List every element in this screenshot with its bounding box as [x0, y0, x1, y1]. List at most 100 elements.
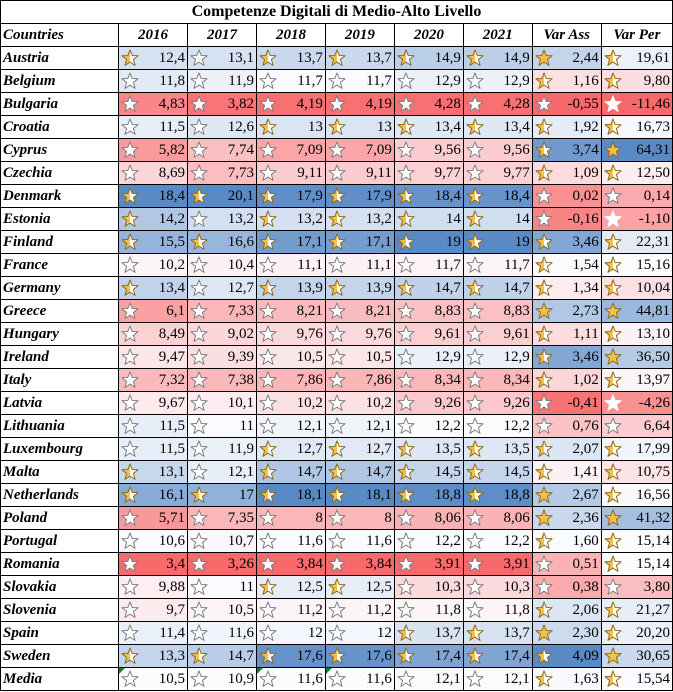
value-cell[interactable]: 8,06: [393, 506, 464, 530]
value-cell[interactable]: 3,84: [255, 552, 326, 576]
value-cell[interactable]: 7,38: [187, 368, 257, 392]
value-cell[interactable]: 11,4: [118, 621, 189, 645]
value-cell[interactable]: 11: [187, 575, 257, 599]
value-cell[interactable]: 9,7: [118, 598, 189, 622]
value-cell[interactable]: 12,2: [393, 529, 464, 553]
value-cell[interactable]: 1,60: [531, 529, 602, 553]
value-cell[interactable]: 8,06: [462, 506, 533, 530]
value-cell[interactable]: 4,19: [255, 92, 326, 116]
value-cell[interactable]: 9,11: [255, 161, 326, 185]
value-cell[interactable]: 10,4: [187, 253, 257, 277]
value-cell[interactable]: 20,1: [187, 184, 257, 208]
value-cell[interactable]: 19,61: [600, 46, 673, 70]
value-cell[interactable]: 4,83: [118, 92, 189, 116]
value-cell[interactable]: 20,20: [600, 621, 673, 645]
value-cell[interactable]: 13: [324, 115, 395, 139]
country-cell[interactable]: Poland: [0, 506, 120, 530]
value-cell[interactable]: 21,27: [600, 598, 673, 622]
value-cell[interactable]: 44,81: [600, 299, 673, 323]
value-cell[interactable]: 13,4: [118, 276, 189, 300]
country-cell[interactable]: Germany: [0, 276, 120, 300]
value-cell[interactable]: 14,7: [324, 460, 395, 484]
value-cell[interactable]: 41,32: [600, 506, 673, 530]
value-cell[interactable]: 12,7: [187, 276, 257, 300]
value-cell[interactable]: 2,73: [531, 299, 602, 323]
value-cell[interactable]: 3,84: [324, 552, 395, 576]
value-cell[interactable]: 6,64: [600, 414, 673, 438]
value-cell[interactable]: 11,6: [255, 529, 326, 553]
value-cell[interactable]: 10,2: [118, 253, 189, 277]
value-cell[interactable]: 15,14: [600, 552, 673, 576]
country-cell[interactable]: Media: [0, 667, 120, 691]
value-cell[interactable]: 12,5: [324, 575, 395, 599]
value-cell[interactable]: -0,41: [531, 391, 602, 415]
value-cell[interactable]: 13,1: [118, 460, 189, 484]
value-cell[interactable]: 14,2: [118, 207, 189, 231]
value-cell[interactable]: 11,2: [324, 598, 395, 622]
value-cell[interactable]: 18,4: [393, 184, 464, 208]
value-cell[interactable]: 13,10: [600, 322, 673, 346]
country-cell[interactable]: Italy: [0, 368, 120, 392]
value-cell[interactable]: 9,67: [118, 391, 189, 415]
value-cell[interactable]: 16,1: [118, 483, 189, 507]
value-cell[interactable]: 12,9: [393, 69, 464, 93]
value-cell[interactable]: 14,7: [393, 276, 464, 300]
country-cell[interactable]: Spain: [0, 621, 120, 645]
value-cell[interactable]: 2,67: [531, 483, 602, 507]
value-cell[interactable]: 14,7: [187, 644, 257, 668]
value-cell[interactable]: 18,8: [462, 483, 533, 507]
value-cell[interactable]: 3,91: [462, 552, 533, 576]
value-cell[interactable]: 9,61: [393, 322, 464, 346]
value-cell[interactable]: 3,46: [531, 230, 602, 254]
value-cell[interactable]: 10,9: [187, 667, 257, 691]
country-cell[interactable]: Luxembourg: [0, 437, 120, 461]
country-cell[interactable]: Malta: [0, 460, 120, 484]
value-cell[interactable]: 11,7: [393, 253, 464, 277]
value-cell[interactable]: 9,76: [324, 322, 395, 346]
value-cell[interactable]: 12,1: [324, 414, 395, 438]
value-cell[interactable]: -0,55: [531, 92, 602, 116]
value-cell[interactable]: 12: [324, 621, 395, 645]
value-cell[interactable]: 5,71: [118, 506, 189, 530]
value-cell[interactable]: 17,1: [324, 230, 395, 254]
country-cell[interactable]: Sweden: [0, 644, 120, 668]
value-cell[interactable]: 12,1: [462, 667, 533, 691]
value-cell[interactable]: 9,76: [255, 322, 326, 346]
value-cell[interactable]: 13,97: [600, 368, 673, 392]
value-cell[interactable]: 12,1: [255, 414, 326, 438]
value-cell[interactable]: 12,7: [324, 437, 395, 461]
value-cell[interactable]: 8,34: [462, 368, 533, 392]
value-cell[interactable]: 14,7: [255, 460, 326, 484]
value-cell[interactable]: 1,11: [531, 322, 602, 346]
value-cell[interactable]: 14,5: [393, 460, 464, 484]
value-cell[interactable]: 9,77: [393, 161, 464, 185]
value-cell[interactable]: 0,38: [531, 575, 602, 599]
country-cell[interactable]: Portugal: [0, 529, 120, 553]
value-cell[interactable]: 16,6: [187, 230, 257, 254]
value-cell[interactable]: 11,8: [393, 598, 464, 622]
value-cell[interactable]: 1,63: [531, 667, 602, 691]
value-cell[interactable]: 13,4: [393, 115, 464, 139]
value-cell[interactable]: 2,07: [531, 437, 602, 461]
country-cell[interactable]: Estonia: [0, 207, 120, 231]
value-cell[interactable]: 10,75: [600, 460, 673, 484]
value-cell[interactable]: 7,33: [187, 299, 257, 323]
value-cell[interactable]: 9,80: [600, 69, 673, 93]
country-cell[interactable]: Greece: [0, 299, 120, 323]
value-cell[interactable]: 9,26: [393, 391, 464, 415]
value-cell[interactable]: 13,1: [187, 46, 257, 70]
value-cell[interactable]: 14: [393, 207, 464, 231]
value-cell[interactable]: 7,86: [324, 368, 395, 392]
value-cell[interactable]: 10,3: [462, 575, 533, 599]
value-cell[interactable]: 12,50: [600, 161, 673, 185]
value-cell[interactable]: 9,77: [462, 161, 533, 185]
country-cell[interactable]: Ireland: [0, 345, 120, 369]
value-cell[interactable]: 16,56: [600, 483, 673, 507]
value-cell[interactable]: 17,6: [255, 644, 326, 668]
value-cell[interactable]: 19: [462, 230, 533, 254]
country-cell[interactable]: Latvia: [0, 391, 120, 415]
value-cell[interactable]: 10,5: [255, 345, 326, 369]
value-cell[interactable]: 14,7: [462, 276, 533, 300]
value-cell[interactable]: 2,44: [531, 46, 602, 70]
value-cell[interactable]: 36,50: [600, 345, 673, 369]
